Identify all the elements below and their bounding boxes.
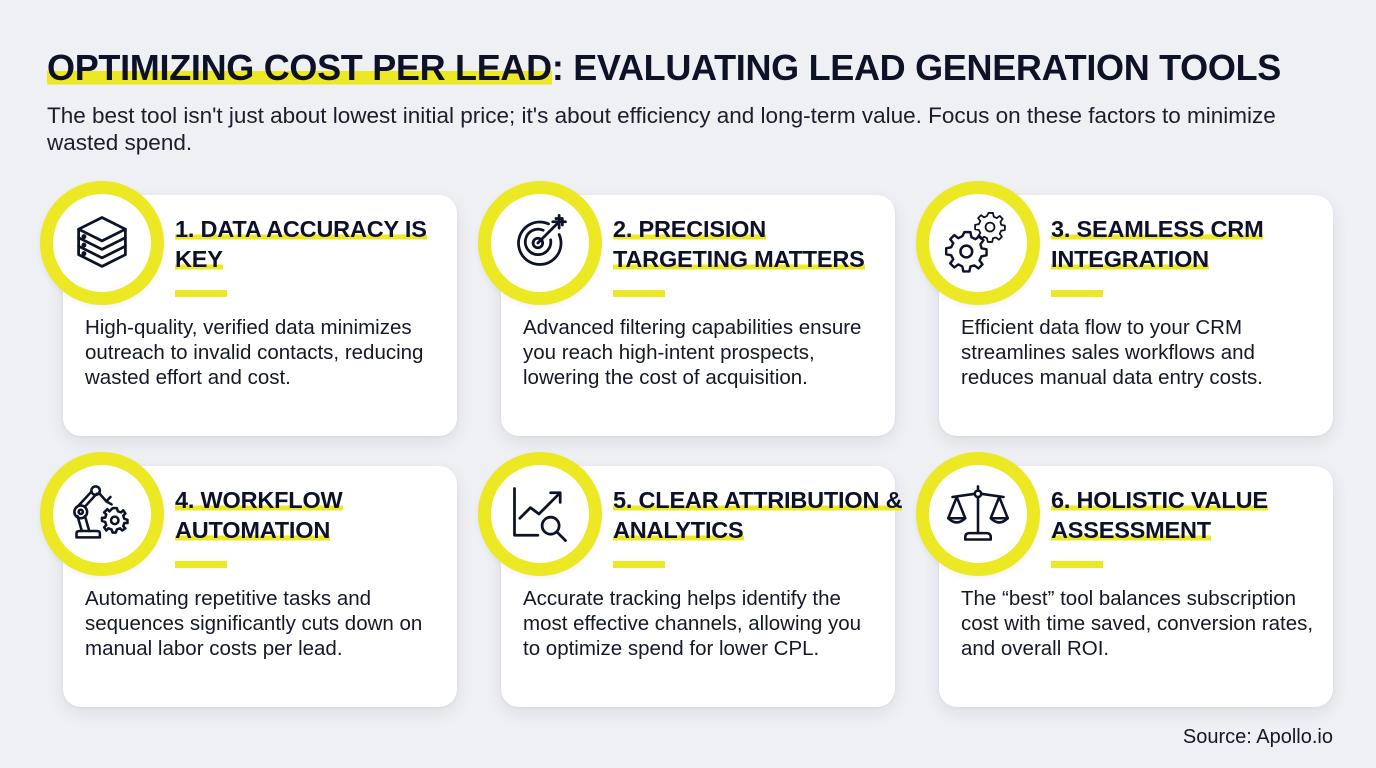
card-title: 2. PRECISION TARGETING MATTERS: [613, 216, 865, 272]
card-body: Advanced filtering capabilities ensure y…: [523, 316, 862, 389]
card-body: The “best” tool balances subscription co…: [961, 587, 1314, 660]
balance-scale-icon: [946, 485, 1010, 541]
accent-bar: [613, 561, 665, 568]
icon-ring: [916, 181, 1040, 305]
icon-ring: [40, 452, 164, 576]
title-highlight: OPTIMIZING COST PER LEAD: [47, 47, 552, 88]
page-subtitle: The best tool isn't just about lowest in…: [47, 103, 1276, 155]
card-data-accuracy: 1. DATA ACCURACY IS KEY High-quality, ve…: [63, 195, 457, 436]
gears-icon: [944, 212, 1006, 273]
database-stack-icon: [77, 216, 127, 268]
page-title: OPTIMIZING COST PER LEAD: EVALUATING LEA…: [47, 46, 1281, 90]
card-body: Accurate tracking helps identify the mos…: [523, 587, 862, 660]
robot-arm-icon: [73, 485, 129, 539]
source-credit: Source: Apollo.io: [1182, 726, 1333, 748]
accent-bar: [1051, 561, 1103, 568]
card-title: 4. WORKFLOW AUTOMATION: [175, 487, 343, 543]
card-title: 3. SEAMLESS CRM INTEGRATION: [1051, 216, 1264, 272]
icon-ring: [40, 181, 164, 305]
icon-ring: [478, 452, 602, 576]
icon-ring: [478, 181, 602, 305]
card-title: 5. CLEAR ATTRIBUTION & ANALYTICS: [613, 487, 903, 543]
card-title: 6. HOLISTIC VALUE ASSESSMENT: [1051, 487, 1268, 543]
accent-bar: [175, 561, 227, 568]
card-title: 1. DATA ACCURACY IS KEY: [175, 216, 427, 272]
accent-bar: [175, 290, 227, 297]
accent-bar: [613, 290, 665, 297]
accent-bar: [1051, 290, 1103, 297]
card-body: Automating repetitive tasks and sequence…: [85, 587, 423, 660]
chart-search-icon: [513, 487, 567, 542]
card-body: Efficient data flow to your CRM streamli…: [961, 316, 1263, 389]
title-rest: : EVALUATING LEAD GENERATION TOOLS: [551, 47, 1281, 88]
card-attribution-analytics: 5. CLEAR ATTRIBUTION & ANALYTICS Accurat…: [501, 466, 903, 707]
card-body: High-quality, verified data minimizes ou…: [85, 316, 424, 389]
target-arrow-icon: [517, 213, 567, 266]
card-crm-integration: 3. SEAMLESS CRM INTEGRATION Efficient da…: [939, 195, 1333, 436]
icon-ring: [916, 452, 1040, 576]
